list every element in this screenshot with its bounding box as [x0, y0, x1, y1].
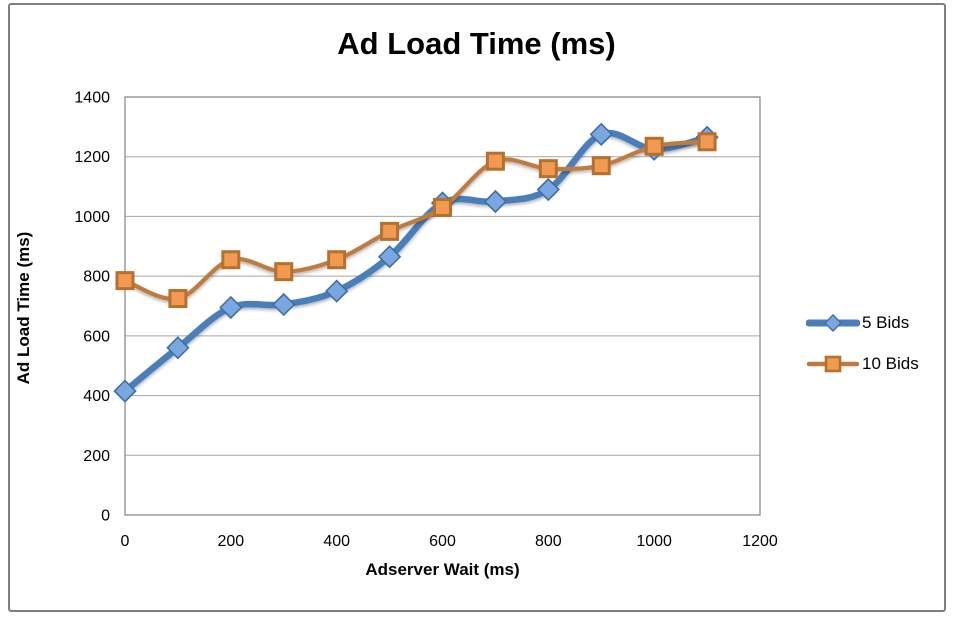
chart-frame-border	[8, 3, 946, 612]
svg-text:400: 400	[83, 388, 110, 405]
y-axis-title: Ad Load Time (ms)	[14, 231, 33, 385]
chart-title: Ad Load Time (ms)	[337, 26, 616, 61]
legend-item-10-bids: 10 Bids	[806, 352, 919, 376]
plot-border	[124, 96, 761, 516]
svg-text:800: 800	[535, 533, 562, 550]
svg-text:800: 800	[83, 269, 110, 286]
svg-text:1200: 1200	[742, 533, 778, 550]
series-10-bids	[115, 132, 717, 309]
legend-item-5-bids: 5 Bids	[806, 311, 919, 335]
svg-text:1200: 1200	[74, 149, 110, 166]
x-axis-tick-labels: 0 200 400 600 800 1000 1200	[121, 533, 778, 550]
series-5-bids	[113, 122, 719, 403]
legend-marker-5-bids	[806, 314, 860, 332]
legend-label-10-bids: 10 Bids	[862, 354, 919, 373]
svg-text:1000: 1000	[74, 209, 110, 226]
y-axis-tick-labels: 0 200 400 600 800 1000 1200 1400	[74, 90, 110, 525]
data-series	[113, 122, 719, 403]
svg-text:600: 600	[83, 328, 110, 345]
x-axis-title: Adserver Wait (ms)	[365, 560, 520, 579]
svg-text:0: 0	[101, 508, 110, 525]
gridlines	[125, 96, 760, 516]
svg-text:0: 0	[121, 533, 130, 550]
svg-text:200: 200	[217, 533, 244, 550]
svg-text:400: 400	[323, 533, 350, 550]
svg-text:1000: 1000	[636, 533, 672, 550]
legend-label-5-bids: 5 Bids	[862, 313, 910, 332]
svg-text:600: 600	[429, 533, 456, 550]
legend: 5 Bids 10 Bids	[806, 311, 919, 376]
svg-text:200: 200	[83, 448, 110, 465]
legend-marker-10-bids	[806, 355, 860, 373]
svg-text:1400: 1400	[74, 90, 110, 107]
